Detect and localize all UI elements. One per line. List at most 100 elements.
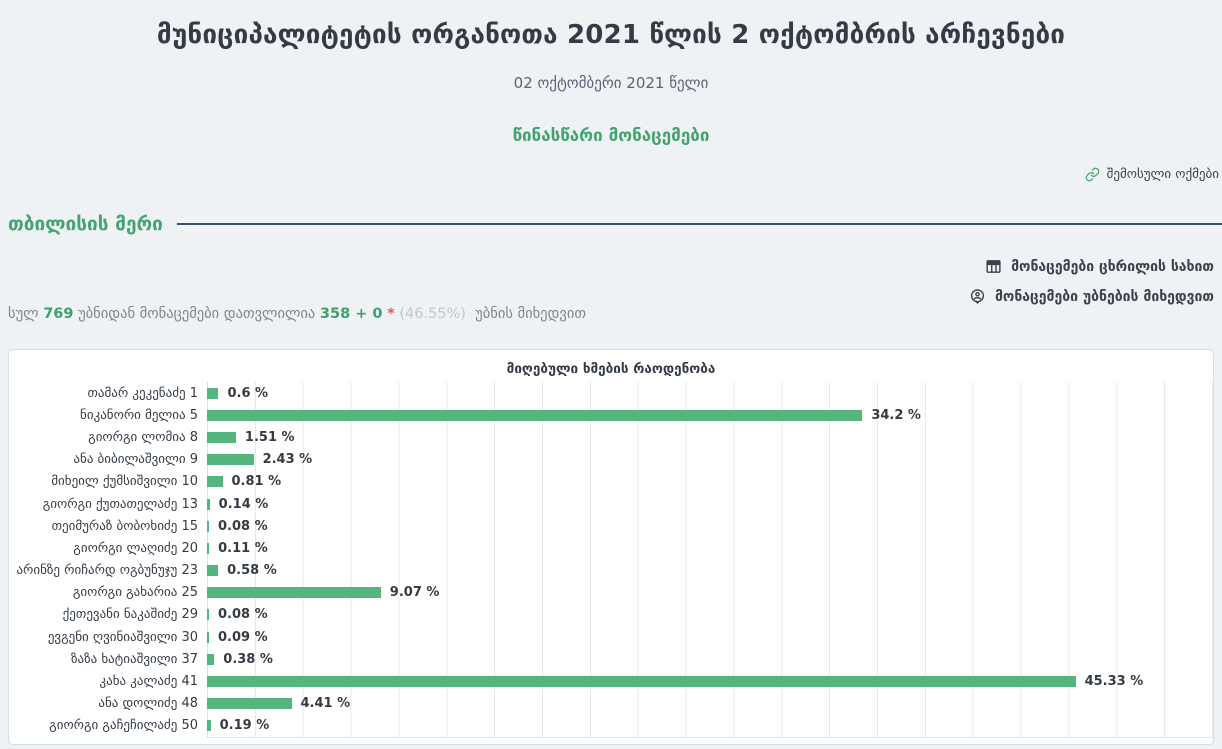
- value-label: 9.07 %: [389, 585, 440, 601]
- bar: [207, 431, 236, 443]
- value-label: 0.38 %: [223, 651, 273, 667]
- category-label: გიორგი გახარია 25: [72, 585, 198, 601]
- precinct-pin-icon: [969, 288, 986, 305]
- bar-track: 0.09 %: [207, 626, 1213, 648]
- bar: [207, 409, 863, 421]
- asterisk: *: [387, 306, 395, 322]
- chart-row: ანა დოლიძე 48 4.41 %: [9, 693, 1213, 715]
- data-as-table-label: მონაცემები ცხრილის სახით: [1011, 258, 1214, 275]
- bar: [207, 587, 381, 599]
- bar: [207, 454, 254, 466]
- received-protocols-link[interactable]: შემოსული ოქმები: [1085, 167, 1219, 182]
- value-label: 0.6 %: [227, 385, 269, 401]
- summary-prefix: სულ: [8, 306, 39, 322]
- value-label: 45.33 %: [1084, 674, 1144, 690]
- bar-track: 0.08 %: [207, 604, 1213, 626]
- value-label: 34.2 %: [871, 407, 921, 423]
- bar: [207, 520, 209, 532]
- bar-track: 0.38 %: [207, 648, 1213, 670]
- value-label: 0.14 %: [218, 496, 269, 512]
- chart-row: ქეთევანი ნაკაშიძე 29 0.08 %: [9, 604, 1213, 626]
- value-label: 0.09 %: [218, 629, 268, 645]
- bar: [207, 387, 219, 399]
- bar-track: 1.51 %: [207, 426, 1213, 448]
- chart-row: ანა ბიბილაშვილი 9 2.43 %: [9, 449, 1213, 471]
- chart-row: არინზე რიჩარდ ოგბუნუჯუ 23 0.58 %: [9, 560, 1213, 582]
- value-label: 0.81 %: [231, 474, 282, 490]
- data-by-precincts-link[interactable]: მონაცემები უბნების მიხედვით: [969, 288, 1214, 305]
- link-icon: [1085, 167, 1100, 182]
- counted-percent: (46.55%): [399, 306, 466, 322]
- category-label: ევგენი ღვინიაშვილი 30: [47, 629, 198, 645]
- chart-row: გიორგი ლაღიძე 20 0.11 %: [9, 537, 1213, 559]
- chart-row: ნიკანორი მელია 5 34.2 %: [9, 404, 1213, 426]
- bar: [207, 498, 210, 510]
- received-protocols-label: შემოსული ოქმები: [1106, 167, 1219, 182]
- summary-suffix: უბნის მიხედვით: [475, 306, 586, 322]
- summary-middle: უბნიდან მონაცემები დათვლილია: [78, 306, 316, 322]
- page-title: მუნიციპალიტეტის ორგანოთა 2021 წლის 2 ოქტ…: [156, 20, 1066, 50]
- chart-row: გიორგი გახარია 25 9.07 %: [9, 582, 1213, 604]
- counting-summary: სულ 769 უბნიდან მონაცემები დათვლილია 358…: [8, 306, 586, 322]
- category-label: თეიმურაზ ბობოხიძე 15: [51, 518, 198, 534]
- bar: [207, 631, 209, 643]
- bar: [207, 542, 210, 554]
- chart-row: თამარ კეკენაძე 1 0.6 %: [9, 382, 1213, 404]
- bar-track: 34.2 %: [207, 404, 1213, 426]
- category-label: გიორგი ლაღიძე 20: [73, 540, 198, 556]
- bar: [207, 609, 209, 621]
- bar: [207, 653, 215, 665]
- bar-track: 0.14 %: [207, 493, 1213, 515]
- bar-track: 0.11 %: [207, 537, 1213, 559]
- bar: [207, 565, 219, 577]
- bar-track: 4.41 %: [207, 693, 1213, 715]
- category-label: მიხეილ ქუმსიშვილი 10: [51, 474, 198, 490]
- bar: [207, 476, 223, 488]
- category-label: ზაზა ხატიაშვილი 37: [71, 651, 198, 667]
- chart-row: გიორგი ლომია 8 1.51 %: [9, 426, 1213, 448]
- category-label: ქეთევანი ნაკაშიძე 29: [62, 607, 198, 623]
- chart-panel: მიღებული ხმების რაოდენობა თამარ კეკენაძე…: [8, 349, 1214, 745]
- counted-precincts: 358 + 0: [319, 306, 383, 322]
- bar: [207, 676, 1076, 688]
- category-label: გიორგი გაჩეჩილაძე 50: [49, 718, 198, 734]
- value-label: 0.08 %: [218, 607, 268, 623]
- category-label: კახა კალაძე 41: [99, 674, 198, 690]
- category-label: თამარ კეკენაძე 1: [87, 385, 198, 401]
- bar-track: 0.58 %: [207, 560, 1213, 582]
- chart-plot: თამარ კეკენაძე 1 0.6 % ნიკანორი მელია 5 …: [9, 382, 1213, 738]
- chart-row: ევგენი ღვინიაშვილი 30 0.09 %: [9, 626, 1213, 648]
- view-options: მონაცემები ცხრილის სახით მონაცემები უბნე…: [969, 258, 1214, 305]
- preliminary-data-link[interactable]: წინასწარი მონაცემები: [512, 126, 710, 146]
- bar: [207, 698, 292, 710]
- total-precincts: 769: [43, 306, 74, 322]
- chart-row: ზაზა ხატიაშვილი 37 0.38 %: [9, 648, 1213, 670]
- bar-track: 0.81 %: [207, 471, 1213, 493]
- category-label: ანა ბიბილაშვილი 9: [73, 452, 198, 468]
- category-label: გიორგი ლომია 8: [88, 429, 198, 445]
- value-label: 0.58 %: [227, 563, 277, 579]
- bar-track: 0.6 %: [207, 382, 1213, 404]
- value-label: 0.11 %: [218, 540, 268, 556]
- value-label: 0.08 %: [218, 518, 268, 534]
- chart-row: კახა კალაძე 41 45.33 %: [9, 670, 1213, 692]
- bar-track: 45.33 %: [207, 670, 1213, 692]
- category-label: ანა დოლიძე 48: [98, 696, 198, 712]
- category-label: არინზე რიჩარდ ოგბუნუჯუ 23: [16, 563, 198, 579]
- bar-track: 9.07 %: [207, 582, 1213, 604]
- category-label: გიორგი ქუთათელაძე 13: [42, 496, 198, 512]
- chart-row: გიორგი ქუთათელაძე 13 0.14 %: [9, 493, 1213, 515]
- data-as-table-link[interactable]: მონაცემები ცხრილის სახით: [985, 258, 1214, 275]
- section-title: თბილისის მერი: [8, 213, 163, 235]
- chart-rows: თამარ კეკენაძე 1 0.6 % ნიკანორი მელია 5 …: [9, 382, 1213, 737]
- data-by-precincts-label: მონაცემები უბნების მიხედვით: [994, 288, 1214, 305]
- chart-row: მიხეილ ქუმსიშვილი 10 0.81 %: [9, 471, 1213, 493]
- bar-track: 0.08 %: [207, 515, 1213, 537]
- section-divider: [176, 223, 1222, 225]
- chart-title: მიღებული ხმების რაოდენობა: [506, 361, 716, 377]
- value-label: 1.51 %: [244, 429, 295, 445]
- value-label: 2.43 %: [262, 452, 313, 468]
- bar-track: 2.43 %: [207, 449, 1213, 471]
- bar: [207, 720, 211, 732]
- category-label: ნიკანორი მელია 5: [80, 407, 198, 423]
